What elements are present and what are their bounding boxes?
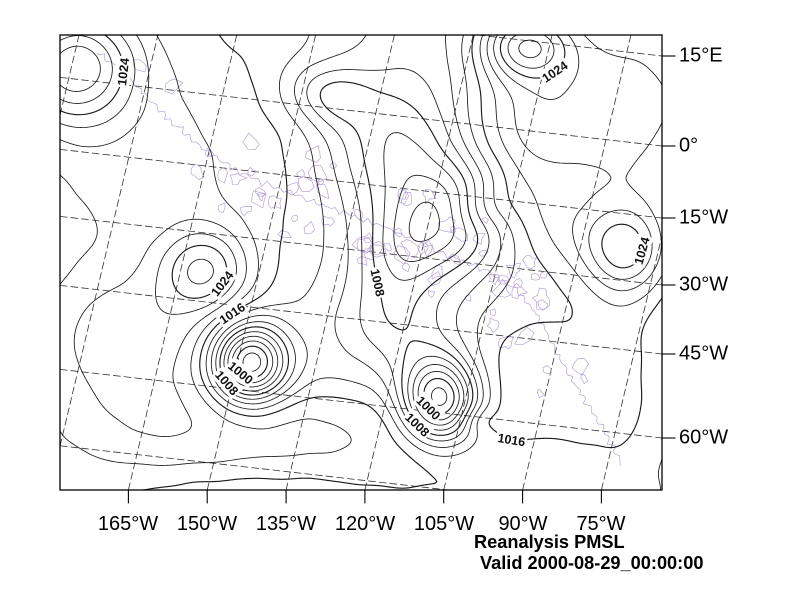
- svg-text:1008: 1008: [367, 268, 387, 298]
